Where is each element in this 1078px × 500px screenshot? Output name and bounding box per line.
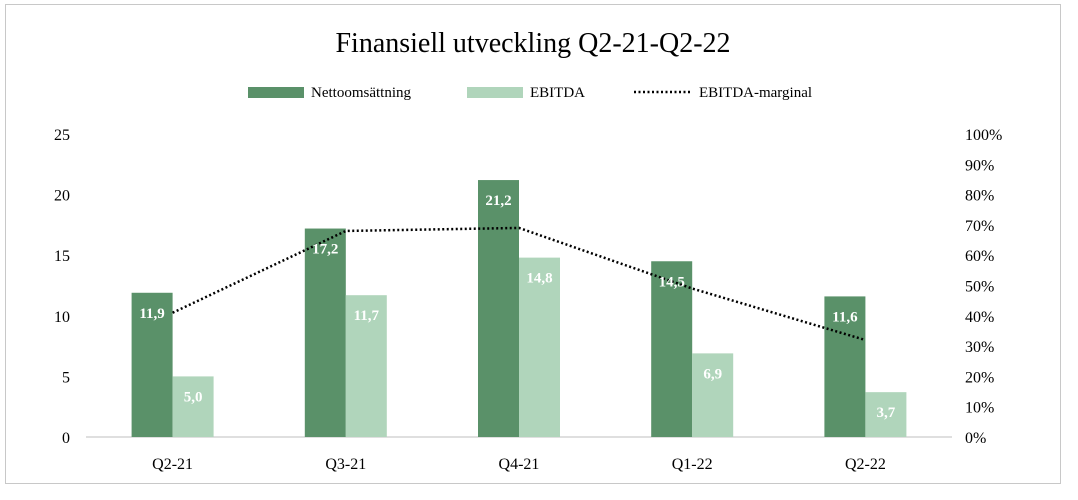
- chart-title: Finansiell utveckling Q2-21-Q2-22: [335, 28, 730, 59]
- data-label: 11,7: [354, 308, 380, 324]
- bars: [131, 180, 907, 437]
- bar-ebitda: [519, 257, 560, 437]
- y-right-tick-label: 100%: [965, 127, 1002, 144]
- data-label: 14,5: [659, 274, 685, 290]
- x-tick-label: Q2-21: [152, 456, 193, 473]
- bar-nettoomsattning: [478, 180, 519, 437]
- bar-ebitda: [172, 376, 214, 437]
- bar-ebitda: [345, 295, 387, 437]
- legend-swatch-nettoomsattning: [248, 87, 304, 98]
- y-right-tick-label: 30%: [965, 339, 994, 356]
- y-right-tick-label: 70%: [965, 218, 994, 235]
- y-right-tick-label: 50%: [965, 279, 994, 296]
- data-label: 11,6: [832, 309, 858, 325]
- y-right-tick-label: 80%: [965, 188, 994, 205]
- y-right-tick-label: 60%: [965, 248, 994, 265]
- x-tick-label: Q3-21: [325, 456, 366, 473]
- bar-ebitda: [692, 353, 734, 437]
- data-label: 21,2: [485, 193, 511, 209]
- data-label: 5,0: [184, 389, 203, 405]
- legend-label-ebitda: EBITDA: [530, 85, 585, 101]
- x-tick-label: Q4-21: [499, 456, 540, 473]
- y-axis-left: 0 5 10 15 20 25: [54, 127, 70, 447]
- bar-nettoomsattning: [304, 228, 346, 437]
- legend-label-nettoomsattning: Nettoomsättning: [311, 85, 411, 101]
- y-left-tick-label: 20: [54, 188, 70, 205]
- data-labels: 11,9 5,0 17,2 11,7 21,2 14,8 14,5 6,9 11,6 3,7: [139, 193, 895, 421]
- y-right-tick-label: 90%: [965, 157, 994, 174]
- data-label: 14,8: [526, 271, 552, 287]
- y-axis-right: 0% 10% 20% 30% 40% 50% 60% 70% 80% 90% 100%: [965, 127, 1002, 447]
- y-left-tick-label: 5: [62, 369, 70, 386]
- data-label: 3,7: [877, 405, 896, 421]
- data-label: 6,9: [703, 366, 722, 382]
- bar-nettoomsattning: [651, 261, 693, 437]
- data-label: 11,9: [139, 306, 164, 322]
- x-tick-label: Q1-22: [672, 456, 713, 473]
- line-ebitda-marginal: [172, 226, 866, 342]
- y-right-tick-label: 20%: [965, 369, 994, 386]
- y-left-tick-label: 0: [62, 430, 70, 447]
- y-left-tick-label: 15: [54, 248, 70, 265]
- y-left-tick-label: 10: [54, 309, 70, 326]
- x-axis-ticks: Q2-21 Q3-21 Q4-21 Q1-22 Q2-22: [152, 456, 886, 473]
- x-tick-label: Q2-22: [845, 456, 886, 473]
- y-right-tick-label: 10%: [965, 400, 994, 417]
- ebitda-marginal-line: [172, 226, 866, 342]
- y-right-tick-label: 0%: [965, 430, 986, 447]
- legend: Nettoomsättning EBITDA EBITDA-marginal: [248, 85, 812, 101]
- bar-nettoomsattning: [131, 292, 173, 437]
- bar-nettoomsattning: [824, 296, 866, 437]
- y-right-tick-label: 40%: [965, 309, 994, 326]
- legend-label-ebitda-marginal: EBITDA-marginal: [699, 85, 812, 101]
- y-left-tick-label: 25: [54, 127, 70, 144]
- bar-ebitda: [865, 392, 907, 437]
- legend-swatch-ebitda: [467, 87, 523, 98]
- data-label: 17,2: [312, 242, 338, 258]
